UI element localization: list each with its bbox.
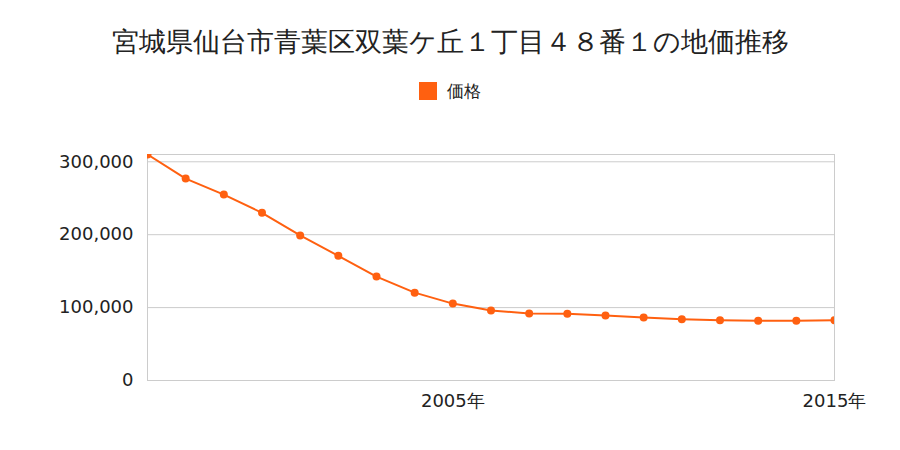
svg-text:100,000: 100,000 — [59, 296, 133, 317]
svg-text:200,000: 200,000 — [59, 223, 133, 244]
html-text:価格: 価格 — [447, 80, 481, 101]
svg-text:2005年: 2005年 — [421, 390, 485, 411]
svg-text:300,000: 300,000 — [59, 151, 133, 172]
svg-text:0: 0 — [122, 369, 133, 390]
svg-text:2015年: 2015年 — [803, 390, 867, 411]
html-text:宮城県仙台市青葉区双葉ケ丘１丁目４８番１の地価推移: 宮城県仙台市青葉区双葉ケ丘１丁目４８番１の地価推移 — [111, 26, 789, 57]
